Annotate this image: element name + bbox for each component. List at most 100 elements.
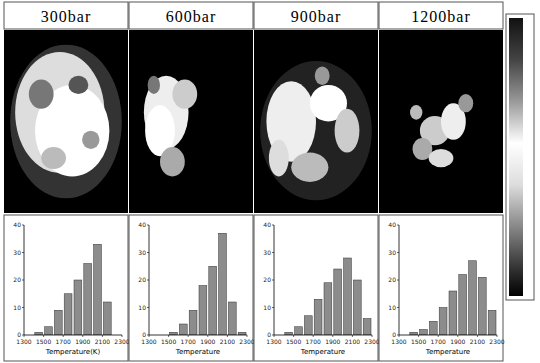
y-tick	[22, 225, 24, 226]
blob	[68, 76, 88, 94]
histogram-bar	[344, 258, 352, 335]
x-axis	[24, 335, 122, 336]
histogram-bar	[238, 332, 246, 335]
y-tick-label: 10	[388, 304, 396, 311]
x-tick-label: 2100	[220, 338, 235, 345]
figure: 300bar130015001700190021002300010203040T…	[0, 0, 540, 363]
histogram-bar	[228, 302, 236, 335]
histogram-bar	[219, 233, 227, 335]
bars	[410, 261, 496, 335]
x-tick	[477, 335, 478, 337]
blob	[335, 109, 360, 153]
histogram-bar	[410, 332, 418, 335]
y-tick-label: 0	[392, 331, 396, 338]
x-axis-label: Temperature(K)	[45, 348, 101, 356]
image-blobs	[410, 94, 473, 167]
x-tick	[102, 335, 103, 337]
x-tick	[82, 335, 83, 337]
x-tick	[43, 335, 44, 337]
histogram-bar	[94, 244, 102, 335]
x-tick-label: 1900	[325, 338, 340, 345]
histogram-bar	[420, 330, 428, 336]
y-tick	[22, 335, 24, 336]
x-tick-label: 1300	[16, 338, 31, 345]
histogram-bar	[295, 327, 303, 335]
y-tick	[147, 335, 149, 336]
histogram-bar	[314, 299, 322, 335]
x-tick	[457, 335, 458, 337]
histogram-bar	[488, 310, 496, 335]
panel: 1200bar130015001700190021002300010203040…	[379, 2, 505, 361]
histogram-bar	[54, 310, 62, 335]
y-tick-label: 10	[263, 304, 271, 311]
x-tick-label: 2300	[239, 338, 254, 345]
y-tick	[272, 335, 274, 336]
histogram-bar	[189, 310, 197, 335]
histogram-bar	[429, 321, 437, 335]
x-tick	[188, 335, 189, 337]
x-tick	[227, 335, 228, 337]
x-tick	[293, 335, 294, 337]
x-tick-label: 1700	[56, 338, 71, 345]
y-tick	[397, 307, 399, 308]
histogram-bar	[304, 316, 312, 335]
x-tick-label: 1700	[181, 338, 196, 345]
y-tick	[147, 307, 149, 308]
histogram-bar	[170, 332, 178, 335]
x-tick-label: 2300	[489, 338, 504, 345]
x-tick-label: 1300	[141, 338, 156, 345]
histogram-box	[254, 215, 378, 361]
y-tick-label: 10	[138, 304, 146, 311]
blob	[172, 79, 197, 108]
y-tick	[272, 307, 274, 308]
y-tick	[147, 280, 149, 281]
y-tick	[397, 335, 399, 336]
histogram-bar	[459, 275, 467, 336]
histogram-box	[129, 215, 253, 361]
y-tick-label: 30	[13, 249, 21, 256]
x-tick	[63, 335, 64, 337]
blob	[291, 153, 328, 182]
histogram-bar	[45, 327, 53, 335]
thermal-image	[4, 30, 128, 213]
blob	[10, 45, 122, 199]
histogram-bar	[64, 294, 72, 335]
histogram-bar	[439, 308, 447, 336]
y-tick-label: 30	[388, 249, 396, 256]
panel: 900bar130015001700190021002300010203040T…	[254, 2, 380, 361]
x-axis	[399, 335, 497, 336]
x-axis-label: Temperature	[300, 348, 345, 356]
x-tick	[122, 335, 123, 337]
x-tick	[247, 335, 248, 337]
histogram-bar	[469, 261, 477, 335]
colorbar	[509, 18, 523, 296]
y-tick	[22, 307, 24, 308]
histogram-bar	[35, 332, 43, 335]
x-tick-label: 1900	[450, 338, 465, 345]
header-box	[4, 2, 128, 29]
y-tick	[272, 252, 274, 253]
y-tick-label: 0	[142, 331, 146, 338]
header-box	[129, 2, 253, 29]
x-tick	[332, 335, 333, 337]
y-tick-label: 40	[263, 221, 271, 228]
x-tick-label: 2300	[364, 338, 379, 345]
x-tick	[168, 335, 169, 337]
histogram-bar	[285, 332, 293, 335]
histogram-bar	[74, 280, 82, 335]
histogram-bar	[363, 319, 371, 336]
y-tick-label: 10	[13, 304, 21, 311]
image-blobs	[10, 45, 122, 199]
blob	[315, 67, 330, 85]
blob	[458, 94, 473, 112]
y-tick-label: 30	[263, 249, 271, 256]
header-box	[379, 2, 503, 29]
y-tick-label: 40	[388, 221, 396, 228]
histogram-bar	[179, 324, 187, 335]
y-tick	[22, 280, 24, 281]
x-tick-label: 1300	[266, 338, 281, 345]
x-axis-label: Temperature	[175, 348, 220, 356]
histogram-bar	[324, 283, 332, 335]
y-tick-label: 20	[263, 276, 271, 283]
x-tick	[438, 335, 439, 337]
